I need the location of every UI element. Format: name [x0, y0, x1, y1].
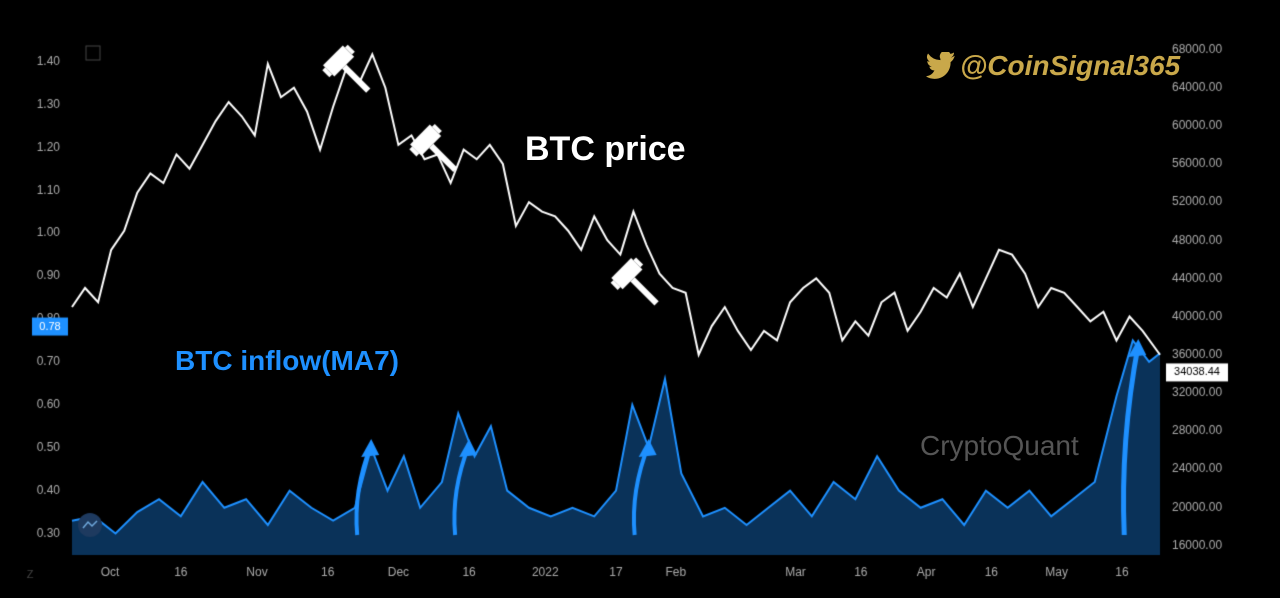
price-title: BTC price — [525, 130, 686, 169]
watermark: CryptoQuant — [920, 430, 1079, 462]
chart-canvas — [0, 0, 1280, 598]
twitter-icon — [926, 52, 956, 82]
inflow-title: BTC inflow(MA7) — [175, 345, 399, 377]
twitter-handle[interactable]: @CoinSignal365 — [960, 50, 1180, 82]
